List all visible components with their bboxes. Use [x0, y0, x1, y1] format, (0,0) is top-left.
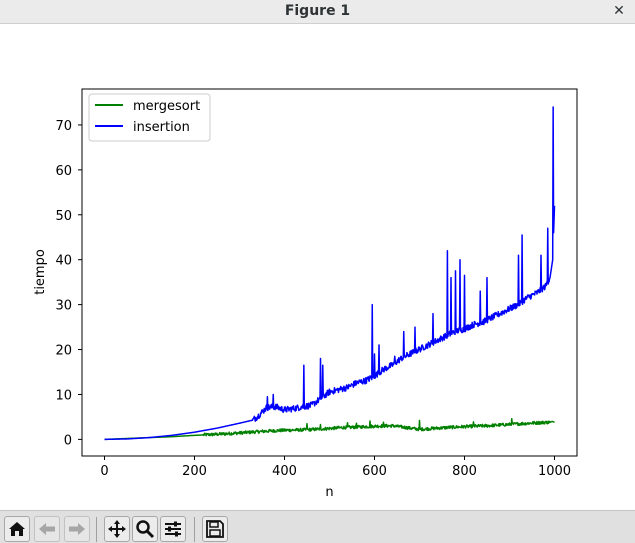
back-arrow-icon: [39, 523, 55, 535]
x-tick-label: 1000: [538, 464, 571, 479]
y-tick-label: 0: [64, 433, 72, 448]
y-tick-label: 60: [55, 164, 72, 179]
x-tick-label: 0: [100, 464, 108, 479]
save-floppy-icon: [206, 520, 224, 538]
x-tick-label: 200: [182, 464, 207, 479]
x-tick-label: 800: [452, 464, 477, 479]
forward-button[interactable]: [64, 516, 90, 542]
series-line-insertion: [104, 106, 556, 441]
back-button[interactable]: [34, 516, 60, 542]
configure-subplots-icon: [165, 521, 181, 537]
toolbar-separator: [194, 517, 195, 542]
y-tick-label: 30: [55, 299, 72, 314]
series-line-mergesort: [104, 417, 555, 441]
toolbar-separator: [96, 517, 97, 542]
legend-label-mergesort: mergesort: [133, 99, 200, 114]
legend-label-insertion: insertion: [133, 120, 190, 135]
zoom-button[interactable]: [132, 516, 158, 542]
window-titlebar: Figure 1 ✕: [0, 0, 635, 24]
x-axis-label: n: [325, 485, 333, 500]
figure-canvas: 0 200 400 600 800 1000 0 10 20 30 40 50 60 70 n tiemp…: [0, 24, 635, 510]
y-tick-label: 50: [55, 209, 72, 224]
forward-arrow-icon: [69, 523, 85, 535]
y-tick-label: 40: [55, 254, 72, 269]
y-axis-label: tiempo: [33, 249, 48, 295]
home-icon: [9, 522, 25, 536]
legend: mergesort insertion: [88, 93, 211, 142]
axes-frame: [81, 88, 578, 457]
y-tick-label: 10: [55, 388, 72, 403]
pan-move-icon: [108, 520, 126, 538]
y-tick-label: 20: [55, 344, 72, 359]
configure-subplots-button[interactable]: [160, 516, 186, 542]
navigation-toolbar: [0, 510, 635, 543]
save-button[interactable]: [202, 516, 228, 542]
y-tick-label: 70: [55, 119, 72, 134]
close-icon[interactable]: ✕: [613, 3, 625, 19]
window-title: Figure 1: [284, 3, 351, 19]
x-tick-label: 600: [362, 464, 387, 479]
x-tick-label: 400: [272, 464, 297, 479]
zoom-magnifier-icon: [136, 520, 155, 539]
home-button[interactable]: [4, 516, 30, 542]
pan-button[interactable]: [104, 516, 130, 542]
line-chart: 0 200 400 600 800 1000 0 10 20 30 40 50 60 70 n tiemp…: [33, 88, 578, 500]
